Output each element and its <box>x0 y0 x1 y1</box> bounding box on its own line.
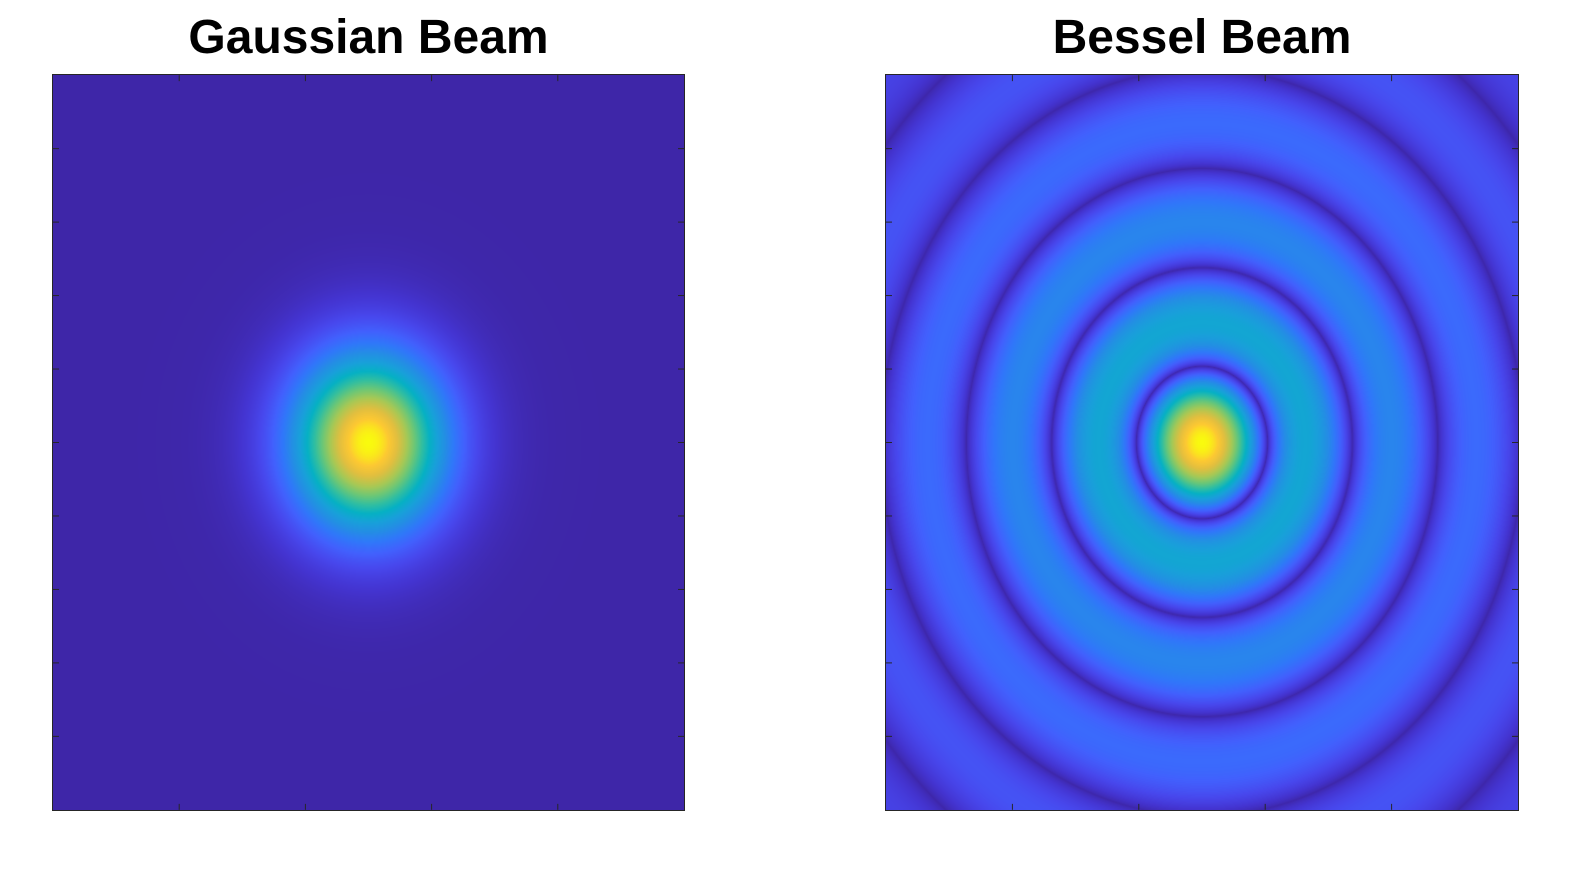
chart-title-bessel: Bessel Beam <box>1052 11 1352 64</box>
plot-area-gaussian <box>52 74 685 811</box>
plot-area-bessel <box>885 74 1519 811</box>
heatmap-bessel <box>886 75 1518 810</box>
heatmap-gaussian <box>53 75 684 810</box>
chart-title-gaussian: Gaussian Beam <box>188 11 549 64</box>
